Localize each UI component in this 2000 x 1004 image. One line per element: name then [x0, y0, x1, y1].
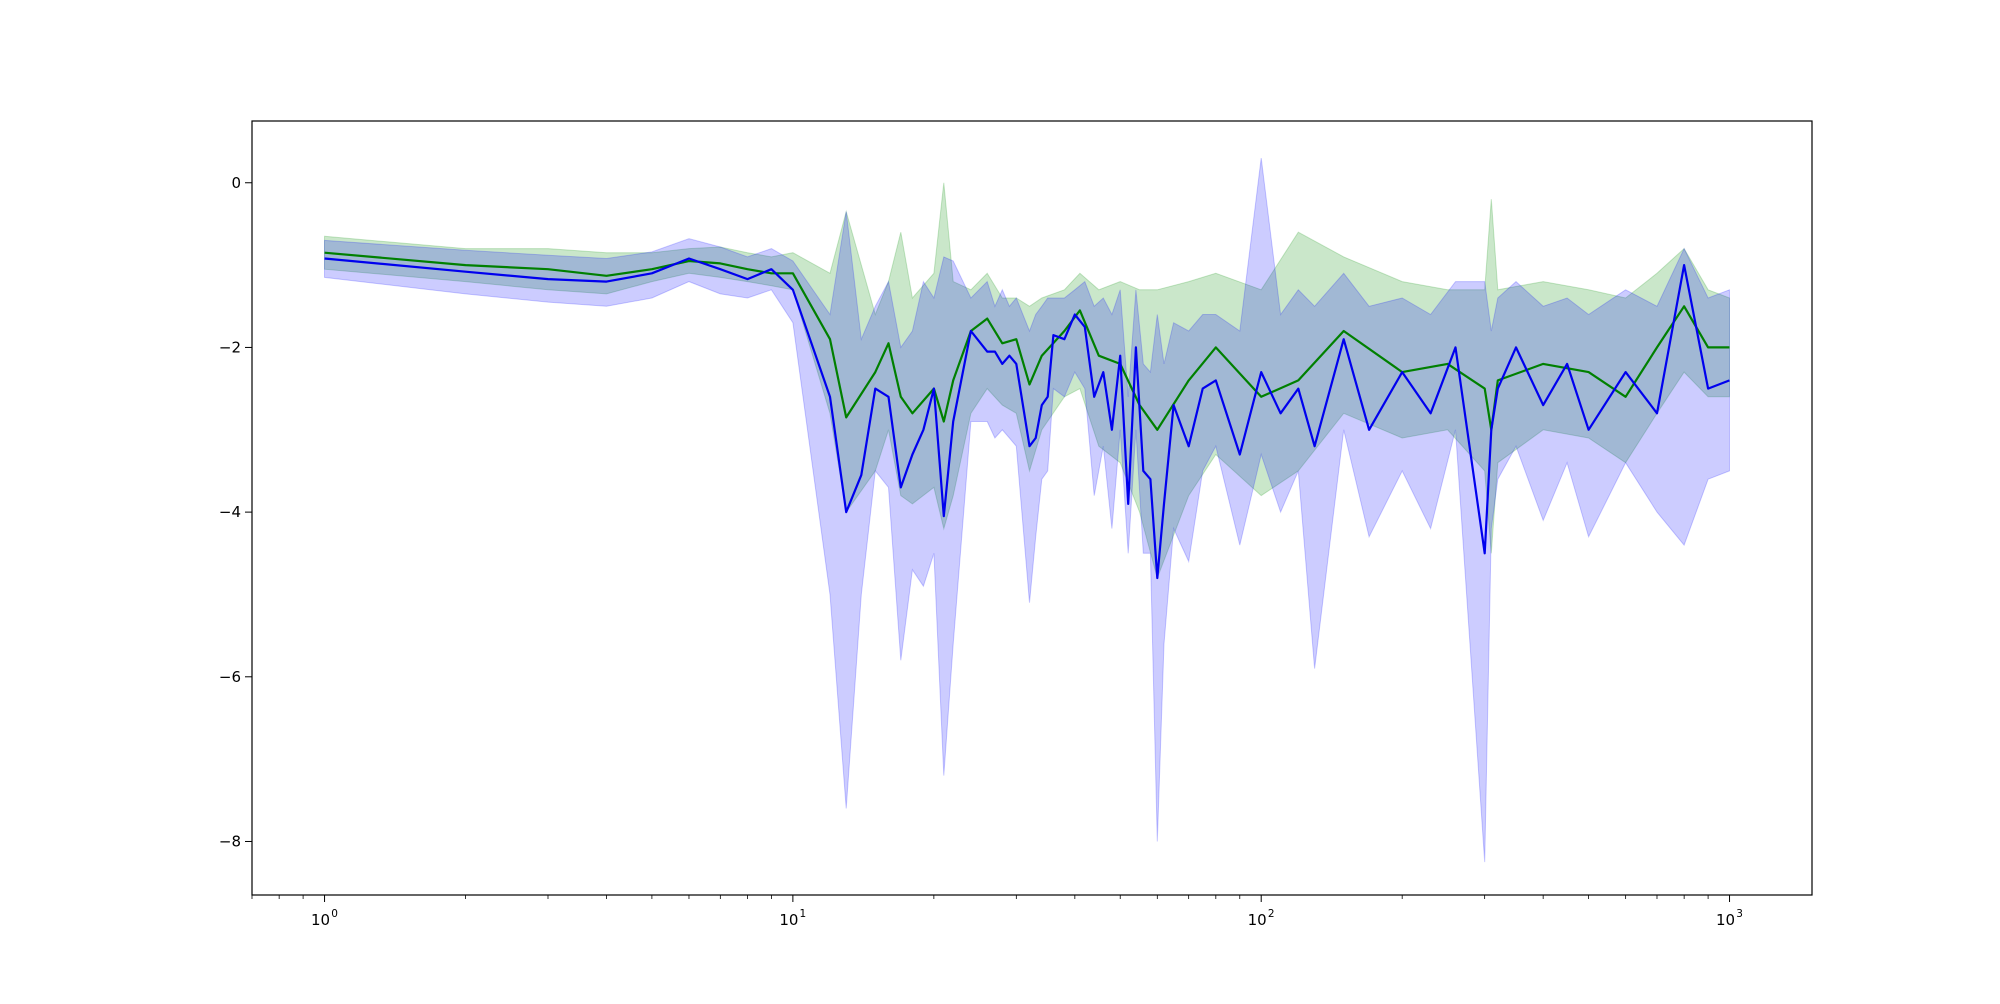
x-tick-label-exponent: 2 [1268, 908, 1275, 920]
y-tick-label: −8 [219, 832, 241, 850]
x-tick-label: 10 [1248, 911, 1267, 929]
y-tick-label: −2 [219, 338, 241, 356]
confidence-bands [324, 158, 1730, 863]
y-tick-label: −4 [219, 503, 241, 521]
series-2-band [324, 158, 1730, 863]
plot-frame [251, 120, 1813, 896]
y-axis: 0 −2 −4 −6 −8 [219, 174, 252, 850]
x-axis: 10 0 10 1 10 2 10 3 [251, 895, 1743, 929]
x-tick-label-exponent: 0 [331, 908, 338, 920]
x-tick-label: 10 [311, 911, 330, 929]
x-tick-label-exponent: 1 [800, 908, 807, 920]
y-tick-label: 0 [231, 174, 241, 192]
x-tick-label: 10 [779, 911, 798, 929]
series-2-line [324, 257, 1730, 580]
x-tick-label: 10 [1716, 911, 1735, 929]
x-tick-label-exponent: 3 [1736, 908, 1743, 920]
series-lines [324, 251, 1730, 580]
y-tick-label: −6 [219, 668, 241, 686]
series-1-band [324, 182, 1730, 580]
